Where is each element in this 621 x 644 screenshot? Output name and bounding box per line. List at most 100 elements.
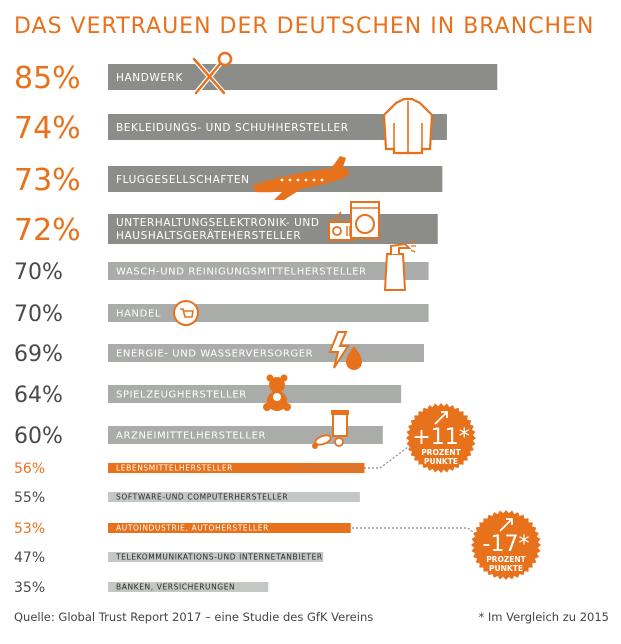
airplane-icon (252, 156, 350, 200)
callout-unit-line2: PUNKTE (489, 564, 523, 573)
bar-row-lebensmittelhersteller: 56% LEBENSMITTELHERSTELLER (14, 461, 365, 477)
category-label: SOFTWARE-UND COMPUTERHERSTELLER (116, 493, 288, 502)
plane-window (296, 178, 300, 182)
bar-row-arzneimittelhersteller: 60% ARZNEIMITTELHERSTELLER (14, 424, 383, 449)
value-label: 60% (14, 424, 63, 449)
appliance-icon (328, 201, 380, 241)
value-label: 70% (14, 260, 63, 285)
bear-ear-left (266, 374, 274, 382)
energy-icon (328, 331, 362, 370)
shirt-details (393, 101, 423, 153)
plane-tail (330, 156, 346, 170)
washer-door (355, 214, 375, 234)
bar (108, 552, 324, 562)
shopping-cart-icon (173, 300, 199, 326)
value-label: 64% (14, 383, 63, 408)
category-label: HANDEL (116, 309, 161, 320)
plane-window (288, 178, 292, 182)
bar-row-wasch-und-reinigungsmittelhersteller: 70% WASCH-UND REINIGUNGSMITTELHERSTELLER (14, 260, 429, 285)
category-label: HANDWERK (116, 72, 184, 84)
bar-row-handwerk: 85% HANDWERK (14, 61, 498, 96)
bottle-nozzle (390, 242, 412, 254)
bar-row-energie-und-wasserversorger: 69% ENERGIE- UND WASSERVERSORGER (14, 342, 425, 367)
bar-row-spielzeughersteller: 64% SPIELZEUGHERSTELLER (14, 383, 402, 408)
tools-outline (192, 57, 226, 95)
bar (108, 64, 498, 90)
cart-shape (180, 308, 194, 318)
callout-connector (296, 443, 413, 469)
value-label: 74% (14, 111, 81, 146)
arrow-shape (499, 518, 513, 532)
source-note: Quelle: Global Trust Report 2017 – eine … (14, 610, 374, 624)
bear-belly (273, 393, 281, 401)
bar-row-banken-versicherungen: 35% BANKEN, VERSICHERUNGEN (14, 580, 269, 596)
lightning (328, 331, 350, 369)
category-label: FLUGGESELLSCHAFTEN (116, 174, 250, 186)
callout-unit-line1: PROZENT (421, 448, 461, 457)
plane-window (320, 178, 324, 182)
arrow-shape (434, 411, 448, 425)
category-label: UNTERHALTUNGSELEKTRONIK- UND HAUSHALTSGER… (116, 217, 320, 242)
bar (108, 262, 429, 280)
bar (108, 523, 351, 533)
value-label: 56% (14, 461, 45, 477)
bar-row-autoindustrie-autohersteller: 53% AUTOINDUSTRIE, AUTOHERSTELLER (14, 521, 351, 537)
pill-1 (314, 434, 332, 446)
value-label: 55% (14, 490, 45, 506)
callout-unit-line1: PROZENT (486, 555, 526, 564)
plane-wing (274, 180, 312, 200)
arrow-up-right-icon (499, 518, 513, 532)
category-label: LEBENSMITTELHERSTELLER (116, 464, 233, 473)
category-label: BANKEN, VERSICHERUNGEN (116, 583, 235, 592)
value-label: 72% (14, 213, 81, 248)
pill-cap (331, 410, 349, 415)
category-label: BEKLEIDUNGS- UND SCHUHHERSTELLER (116, 122, 349, 134)
value-label: 73% (14, 163, 81, 198)
bar (108, 426, 383, 444)
plane-window (304, 178, 308, 182)
category-label: ARZNEIMITTELHERSTELLER (116, 431, 266, 442)
bar-row-software-und-computerhersteller: 55% SOFTWARE-UND COMPUTERHERSTELLER (14, 490, 360, 506)
radio-speaker (332, 226, 342, 236)
category-label: ENERGIE- UND WASSERVERSORGER (116, 349, 313, 360)
cart-circle (173, 300, 199, 326)
bear-head (269, 377, 285, 393)
bar-row-unterhaltungselektronik-und-haushaltsger-tehersteller: 72% UNTERHALTUNGSELEKTRONIK- UND HAUSHALTS… (14, 213, 438, 248)
category-label: WASCH-UND REINIGUNGSMITTELHERSTELLER (116, 267, 367, 278)
value-label: 35% (14, 580, 45, 596)
water-drop (346, 346, 362, 370)
bar-row-bekleidungs-und-schuhhersteller: 74% BEKLEIDUNGS- UND SCHUHHERSTELLER (14, 111, 447, 146)
arrow-up-right-icon (434, 411, 448, 425)
value-label: 70% (14, 302, 63, 327)
value-label: 85% (14, 61, 81, 96)
pill-2 (334, 437, 344, 447)
tools-icon (191, 51, 233, 96)
callout-connector (352, 527, 481, 539)
bar-row-fluggesellschaften: 73% FLUGGESELLSCHAFTEN (14, 163, 443, 198)
bottle-body (383, 253, 407, 291)
wrench-head (217, 51, 233, 67)
callout-seal (471, 510, 541, 580)
spray-lines (410, 239, 416, 253)
spray-bottle-icon (383, 239, 416, 291)
chart-title: DAS VERTRAUEN DER DEUTSCHEN IN BRANCHEN (14, 14, 595, 39)
radio-antenna (332, 211, 342, 223)
plane-window (280, 178, 284, 182)
medicine-icon (312, 410, 349, 449)
category-label: AUTOINDUSTRIE, AUTOHERSTELLER (116, 524, 269, 533)
bar (108, 214, 438, 244)
callout-seal (406, 403, 476, 473)
teddy-bear-icon (263, 374, 291, 411)
bar (108, 385, 402, 403)
bear-foot-left (263, 403, 271, 411)
callout-value: -17* (483, 532, 530, 557)
plane-body (252, 168, 350, 193)
footnote: * Im Vergleich zu 2015 (478, 610, 609, 624)
bar (108, 463, 365, 473)
category-label: TELEKOMMUNIKATIONS-UND INTERNETANBIETER (115, 553, 323, 562)
pill-3 (312, 443, 318, 449)
category-label: SPIELZEUGHERSTELLER (116, 390, 247, 401)
value-label: 53% (14, 521, 45, 537)
